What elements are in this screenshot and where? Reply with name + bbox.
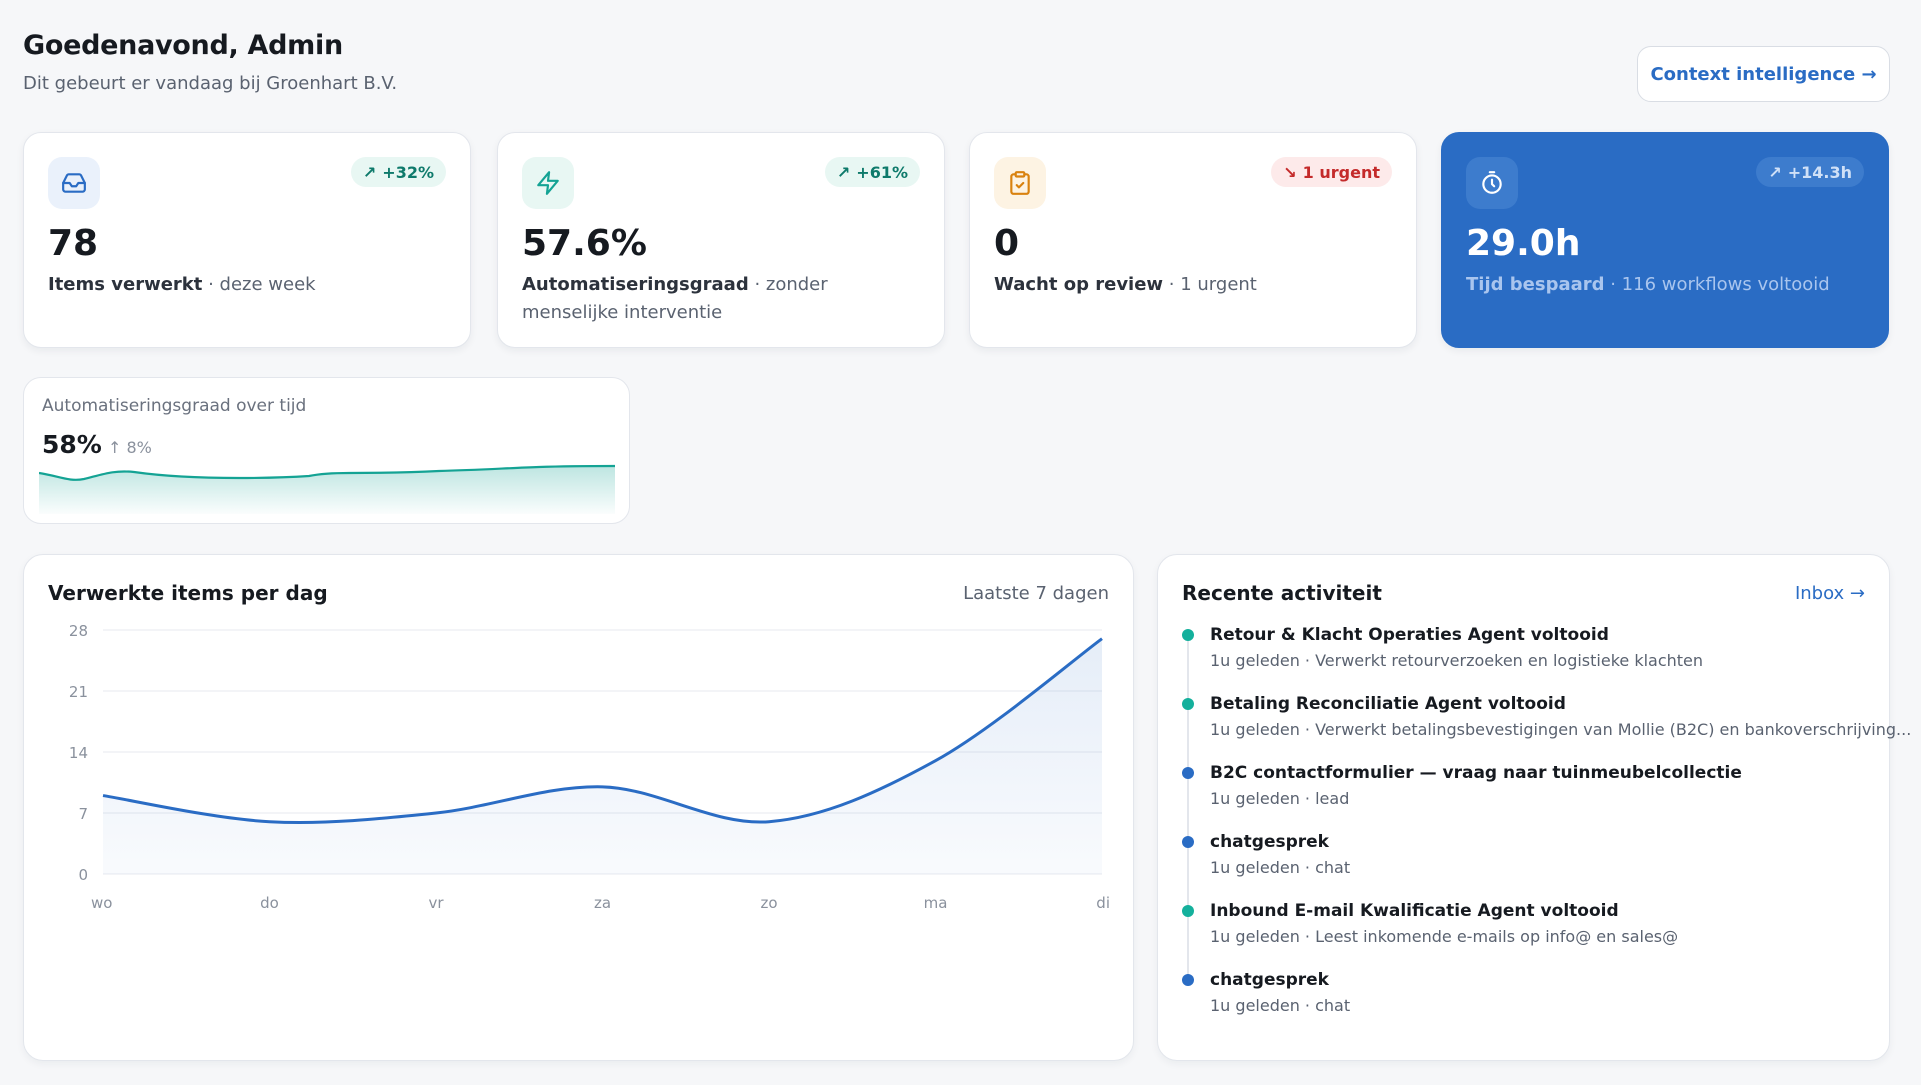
activity-item[interactable]: chatgesprek 1u geleden · chat	[1210, 970, 1350, 1015]
timeline-connector	[1187, 708, 1189, 771]
y-tick-label: 21	[69, 683, 88, 701]
context-intelligence-label: Context intelligence →	[1650, 63, 1877, 85]
kpi-description: Items verwerkt · deze week	[48, 274, 316, 295]
x-tick-label: ma	[924, 894, 948, 912]
activity-title: Inbound E-mail Kwalificatie Agent voltoo…	[1210, 901, 1619, 921]
trend-title: Automatiseringsgraad over tijd	[42, 396, 307, 416]
activity-title: B2C contactformulier — vraag naar tuinme…	[1210, 763, 1742, 783]
arrow-down-right-icon: ↘	[1283, 162, 1297, 182]
timeline-connector	[1187, 639, 1189, 702]
page-header: Goedenavond, Admin Dit gebeurt er vandaa…	[23, 30, 397, 94]
series-line	[102, 637, 1103, 824]
activity-item[interactable]: Betaling Reconciliatie Agent voltooid 1u …	[1210, 694, 1911, 739]
activity-title: chatgesprek	[1210, 970, 1329, 990]
y-tick-label: 7	[78, 805, 88, 823]
y-tick-label: 28	[69, 622, 88, 640]
kpi-card-time-saved[interactable]: ↗ +14.3h 29.0h Tijd bespaard · 116 workfl…	[1441, 132, 1889, 348]
x-tick-label: do	[260, 894, 279, 912]
timeline-connector	[1187, 846, 1189, 909]
items-per-day-panel: Verwerkte items per dag Laatste 7 dagen …	[23, 554, 1134, 1061]
timeline-connector	[1187, 777, 1189, 840]
activity-item[interactable]: Inbound E-mail Kwalificatie Agent voltoo…	[1210, 901, 1678, 946]
activity-item[interactable]: Retour & Klacht Operaties Agent voltooid…	[1210, 625, 1703, 670]
activity-subtitle: 1u geleden · lead	[1210, 789, 1350, 808]
x-tick-label: wo	[91, 894, 112, 912]
lightning-icon	[522, 157, 574, 209]
activity-title: chatgesprek	[1210, 832, 1329, 852]
inbox-link[interactable]: Inbox →	[1794, 583, 1865, 604]
x-tick-label: di	[1096, 894, 1110, 912]
activity-item[interactable]: chatgesprek 1u geleden · chat	[1210, 832, 1350, 877]
kpi-description: Automatiseringsgraad · zonder menselijke…	[522, 274, 828, 323]
items-chart: 0 7 14 21 28 wo do vr za zo ma di	[69, 622, 1110, 912]
kpi-card-automation[interactable]: ↗ +61% 57.6% Automatiseringsgraad · zonde…	[497, 132, 945, 348]
status-dot	[1182, 767, 1194, 779]
page-title: Goedenavond, Admin	[23, 30, 343, 61]
trend-badge: ↗ +14.3h	[1756, 157, 1864, 187]
sparkline	[39, 464, 615, 514]
activity-subtitle: 1u geleden · chat	[1210, 996, 1351, 1015]
arrow-up-right-icon: ↗	[836, 162, 851, 182]
activity-subtitle: 1u geleden · Verwerkt retourverzoeken en…	[1210, 651, 1704, 670]
trend-delta: ↑ 8%	[108, 438, 152, 457]
kpi-value: 57.6%	[522, 223, 647, 264]
trend-badge: ↗ +61%	[824, 157, 920, 187]
status-dot	[1182, 698, 1194, 710]
y-tick-label: 14	[69, 744, 88, 762]
trend-badge: ↗ +32%	[350, 157, 446, 187]
activity-title: Recente activiteit	[1182, 581, 1382, 605]
activity-subtitle: 1u geleden · Leest inkomende e-mails op …	[1210, 927, 1679, 946]
arrow-up-right-icon: ↗	[1768, 162, 1782, 182]
activity-title: Betaling Reconciliatie Agent voltooid	[1210, 694, 1566, 714]
kpi-card-review[interactable]: ↘ 1 urgent 0 Wacht op review · 1 urgent	[969, 132, 1417, 348]
kpi-value: 0	[994, 223, 1020, 264]
chart-range-label: Laatste 7 dagen	[963, 583, 1109, 604]
timeline-connector	[1187, 915, 1189, 978]
series-area	[103, 638, 1102, 874]
recent-activity-panel: Recente activiteit Inbox → Retour & Klac…	[1157, 554, 1911, 1061]
activity-item[interactable]: B2C contactformulier — vraag naar tuinme…	[1210, 763, 1742, 808]
status-dot	[1182, 974, 1194, 986]
page-subtitle: Dit gebeurt er vandaag bij Groenhart B.V…	[23, 73, 398, 94]
status-dot	[1182, 905, 1194, 917]
kpi-value: 29.0h	[1466, 223, 1581, 264]
activity-subtitle: 1u geleden · chat	[1210, 858, 1351, 877]
y-tick-label: 0	[78, 866, 88, 884]
status-dot	[1182, 629, 1194, 641]
chart-title: Verwerkte items per dag	[48, 581, 328, 605]
activity-subtitle: 1u geleden · Verwerkt betalingsbevestigi…	[1210, 720, 1912, 739]
status-dot	[1182, 836, 1194, 848]
x-tick-label: zo	[760, 894, 777, 912]
activity-title: Retour & Klacht Operaties Agent voltooid	[1210, 625, 1609, 645]
arrow-up-right-icon: ↗	[362, 162, 377, 182]
clipboard-check-icon	[994, 157, 1046, 209]
kpi-description: Wacht op review · 1 urgent	[994, 274, 1257, 295]
kpi-value: 78	[48, 223, 99, 264]
context-intelligence-button[interactable]: Context intelligence →	[1637, 46, 1890, 102]
trend-value: 58%	[42, 430, 102, 459]
x-tick-label: za	[594, 894, 611, 912]
x-tick-label: vr	[428, 894, 444, 912]
stopwatch-icon	[1466, 157, 1518, 209]
kpi-card-items[interactable]: ↗ +32% 78 Items verwerkt · deze week	[23, 132, 471, 348]
sparkline-area	[39, 466, 615, 514]
kpi-description: Tijd bespaard · 116 workflows voltooid	[1466, 274, 1830, 295]
urgent-badge: ↘ 1 urgent	[1271, 157, 1392, 187]
sparkline-line	[39, 464, 615, 481]
inbox-icon	[48, 157, 100, 209]
